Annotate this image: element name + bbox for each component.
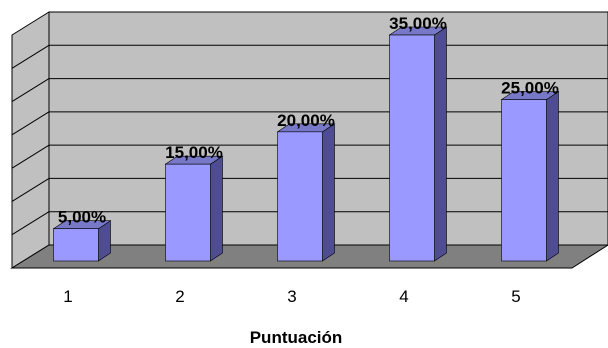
data-label: 25,00% xyxy=(501,79,559,98)
bar xyxy=(53,228,99,262)
gridline-side xyxy=(11,178,50,202)
bar xyxy=(277,131,323,262)
bar xyxy=(501,99,547,262)
data-label: 5,00% xyxy=(58,208,106,227)
data-label: 20,00% xyxy=(277,111,335,130)
side-wall xyxy=(11,11,50,269)
gridline-side xyxy=(11,111,50,136)
x-tick-label: 5 xyxy=(511,287,520,306)
bar-side xyxy=(546,91,559,262)
gridline-side xyxy=(11,211,50,236)
data-label: 35,00% xyxy=(389,14,447,33)
gridline-side xyxy=(11,144,50,169)
x-tick-label: 2 xyxy=(175,287,184,306)
chart-x-ticks: 1 2 3 4 5 xyxy=(63,287,520,306)
bar-side xyxy=(210,155,223,262)
bar xyxy=(165,163,211,262)
bar-side xyxy=(434,26,447,262)
x-tick-label: 4 xyxy=(399,287,408,306)
chart-data-labels: 5,00% 15,00% 20,00% 35,00% 25,00% xyxy=(58,14,559,227)
x-tick-label: 3 xyxy=(287,287,296,306)
chart-bars xyxy=(52,26,560,262)
data-label: 15,00% xyxy=(165,143,223,162)
gridline-side xyxy=(11,78,50,102)
x-tick-label: 1 xyxy=(63,287,72,306)
bar xyxy=(389,34,435,262)
gridline-side xyxy=(11,44,50,69)
bar-side xyxy=(322,123,335,262)
x-axis-title: Puntuación xyxy=(250,328,343,347)
